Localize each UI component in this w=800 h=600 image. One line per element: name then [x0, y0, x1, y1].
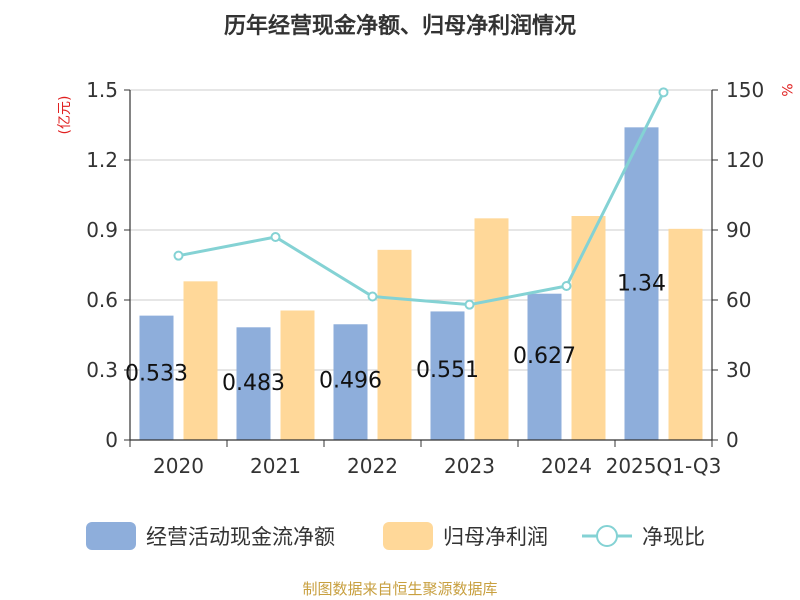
right-tick-label: 0 [726, 428, 739, 452]
cashflow-data-label: 1.34 [617, 271, 666, 296]
cashflow-data-label: 0.551 [416, 358, 479, 383]
x-tick-label: 2021 [250, 454, 301, 478]
right-tick-label: 30 [726, 358, 751, 382]
ratio-point [367, 291, 378, 302]
net-profit-bar [668, 228, 703, 440]
right-tick-label: 120 [726, 148, 764, 172]
left-tick-label: 0 [105, 428, 118, 452]
left-tick-label: 1.5 [86, 78, 118, 102]
ratio-point [173, 250, 184, 261]
x-tick-label: 2025Q1-Q3 [606, 454, 722, 478]
legend-label-net-profit: 归母净利润 [443, 525, 548, 549]
net-profit-bar [280, 310, 315, 440]
bars [139, 127, 703, 440]
source-footer: 制图数据来自恒生聚源数据库 [302, 580, 497, 598]
ratio-point [270, 232, 281, 242]
ratio-point [658, 87, 669, 98]
axes: 0 0.3 0.6 0.9 1.2 1.5 0 30 60 90 120 150 2020 2021 202… [86, 78, 764, 478]
right-tick-label: 150 [726, 78, 764, 102]
legend-swatch-ratio-marker [596, 525, 618, 547]
left-tick-label: 0.6 [86, 288, 118, 312]
left-tick-label: 1.2 [86, 148, 118, 172]
cashflow-bar [236, 327, 271, 440]
left-axis-unit: (亿元) [57, 96, 73, 135]
cashflow-data-label: 0.496 [319, 368, 382, 393]
net-profit-bar [377, 249, 412, 440]
chart-title: 历年经营现金净额、归母净利润情况 [224, 13, 576, 39]
cashflow-bar [430, 311, 465, 440]
legend-swatch-cashflow [86, 522, 136, 550]
x-tick-label: 2023 [444, 454, 495, 478]
ratio-line [173, 87, 669, 310]
cashflow-data-label: 0.483 [222, 371, 285, 396]
right-tick-label: 90 [726, 218, 751, 242]
x-tick-label: 2020 [153, 454, 204, 478]
cashflow-bar [527, 293, 562, 440]
x-tick-label: 2024 [541, 454, 592, 478]
gridlines [130, 89, 712, 371]
cashflow-bar [624, 127, 659, 440]
net-profit-bar [474, 218, 509, 440]
ratio-line-path [178, 91, 665, 307]
cashflow-data-label: 0.627 [513, 344, 576, 369]
right-tick-label: 60 [726, 288, 751, 312]
left-tick-label: 0.9 [86, 218, 118, 242]
cashflow-data-label: 0.533 [125, 362, 188, 387]
x-tick-label: 2022 [347, 454, 398, 478]
cashflow-bar [333, 324, 368, 440]
cashflow-bar [139, 315, 174, 440]
left-tick-label: 0.3 [86, 358, 118, 382]
legend-swatch-net-profit [383, 522, 433, 550]
data-labels: 0.533 0.483 0.496 0.551 0.627 1.34 [125, 271, 666, 396]
net-profit-bar [571, 216, 606, 440]
ratio-point [464, 299, 475, 310]
legend-label-cashflow: 经营活动现金流净额 [146, 525, 335, 549]
legend: 经营活动现金流净额 归母净利润 净现比 [86, 522, 705, 550]
ratio-point [561, 281, 572, 291]
net-profit-bar [183, 281, 218, 440]
legend-label-ratio: 净现比 [642, 525, 705, 549]
right-axis-unit: % [778, 83, 794, 96]
